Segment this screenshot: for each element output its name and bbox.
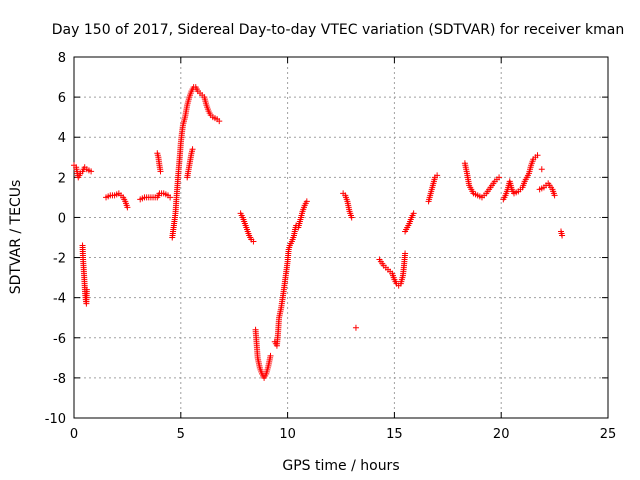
x-tick-label: 5 (177, 427, 185, 442)
data-point (157, 168, 164, 175)
y-tick-label: -8 (53, 372, 66, 387)
data-segment (137, 190, 174, 203)
data-segment (425, 172, 441, 205)
data-point (88, 168, 95, 175)
axis-tick-labels: 0 5 10 15 20 25 -10 -8 -6 -4 -2 0 2 4 6 8 (45, 51, 617, 442)
data-point (402, 250, 409, 257)
data-point (303, 198, 310, 205)
x-axis-title: GPS time / hours (282, 458, 399, 474)
data-segment (461, 160, 503, 201)
y-tick-label: -6 (53, 332, 66, 347)
x-tick-label: 25 (600, 427, 617, 442)
data-point (348, 214, 355, 221)
data-point (267, 352, 274, 359)
data-segment (252, 326, 274, 381)
data-point (216, 118, 223, 125)
data-segment (237, 210, 257, 245)
data-point (189, 146, 196, 153)
data-segment (558, 228, 566, 239)
grid (74, 57, 608, 418)
data-segment (154, 150, 164, 175)
data-point (559, 232, 566, 239)
data-point (83, 286, 90, 293)
data-segment (295, 198, 310, 231)
y-tick-label: 2 (58, 171, 66, 186)
data-point (250, 238, 257, 245)
x-tick-label: 20 (493, 427, 510, 442)
data-point (410, 210, 417, 217)
data-segment (184, 146, 196, 181)
data-segment (352, 324, 359, 331)
y-tick-label: -4 (53, 292, 66, 307)
data-point (167, 194, 174, 201)
y-axis-title: SDTVAR / TECUs (8, 180, 24, 295)
y-tick-label: 6 (58, 91, 66, 106)
data-segment (376, 250, 409, 289)
axis-ticks (73, 56, 609, 419)
plot-frame (73, 56, 609, 419)
data-point (124, 204, 131, 211)
data-segment (79, 242, 90, 307)
chart-title: Day 150 of 2017, Sidereal Day-to-day VTE… (52, 22, 624, 38)
y-tick-label: -2 (53, 252, 66, 267)
data-segment (538, 166, 545, 173)
data-segment (402, 210, 417, 235)
data-point (496, 174, 503, 181)
data-point (534, 152, 541, 159)
x-tick-label: 10 (279, 427, 296, 442)
data-point (434, 172, 441, 179)
y-tick-label: 4 (58, 131, 66, 146)
data-segment (103, 190, 131, 211)
y-tick-label: 8 (58, 51, 66, 66)
x-tick-label: 0 (70, 427, 78, 442)
data-points (71, 84, 566, 381)
data-segment (500, 152, 541, 203)
data-segment (169, 84, 223, 241)
data-segment (340, 190, 355, 221)
x-tick-label: 15 (386, 427, 403, 442)
data-point (352, 324, 359, 331)
data-point (551, 192, 558, 199)
data-segment (536, 180, 558, 199)
data-segment (271, 222, 300, 349)
y-tick-label: -10 (45, 412, 66, 427)
data-point (538, 166, 545, 173)
data-segment (71, 162, 95, 181)
y-tick-label: 0 (58, 211, 66, 226)
